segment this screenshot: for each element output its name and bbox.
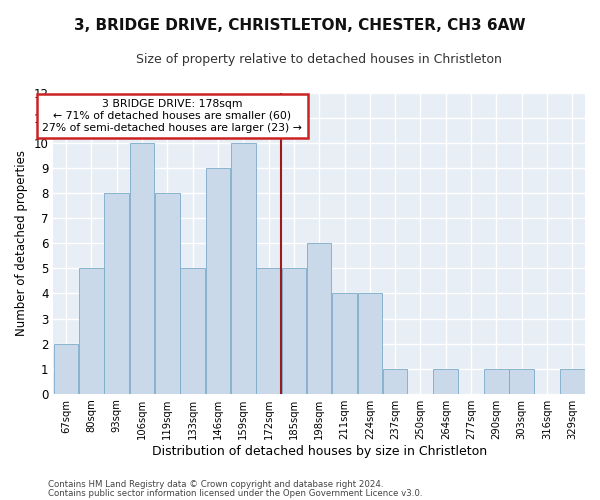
Bar bbox=[560, 368, 584, 394]
Bar bbox=[130, 143, 154, 394]
Bar bbox=[484, 368, 509, 394]
Bar bbox=[79, 268, 104, 394]
Bar bbox=[332, 294, 357, 394]
Bar bbox=[307, 244, 331, 394]
Bar bbox=[433, 368, 458, 394]
Bar bbox=[206, 168, 230, 394]
Bar bbox=[155, 194, 179, 394]
Bar bbox=[383, 368, 407, 394]
Bar bbox=[509, 368, 534, 394]
Text: 3, BRIDGE DRIVE, CHRISTLETON, CHESTER, CH3 6AW: 3, BRIDGE DRIVE, CHRISTLETON, CHESTER, C… bbox=[74, 18, 526, 32]
X-axis label: Distribution of detached houses by size in Christleton: Distribution of detached houses by size … bbox=[152, 444, 487, 458]
Text: 3 BRIDGE DRIVE: 178sqm
← 71% of detached houses are smaller (60)
27% of semi-det: 3 BRIDGE DRIVE: 178sqm ← 71% of detached… bbox=[43, 100, 302, 132]
Y-axis label: Number of detached properties: Number of detached properties bbox=[15, 150, 28, 336]
Bar bbox=[281, 268, 306, 394]
Bar bbox=[181, 268, 205, 394]
Bar bbox=[231, 143, 256, 394]
Text: Contains public sector information licensed under the Open Government Licence v3: Contains public sector information licen… bbox=[48, 489, 422, 498]
Text: Contains HM Land Registry data © Crown copyright and database right 2024.: Contains HM Land Registry data © Crown c… bbox=[48, 480, 383, 489]
Bar bbox=[54, 344, 79, 394]
Bar bbox=[358, 294, 382, 394]
Bar bbox=[104, 194, 129, 394]
Title: Size of property relative to detached houses in Christleton: Size of property relative to detached ho… bbox=[136, 52, 502, 66]
Bar bbox=[256, 268, 281, 394]
